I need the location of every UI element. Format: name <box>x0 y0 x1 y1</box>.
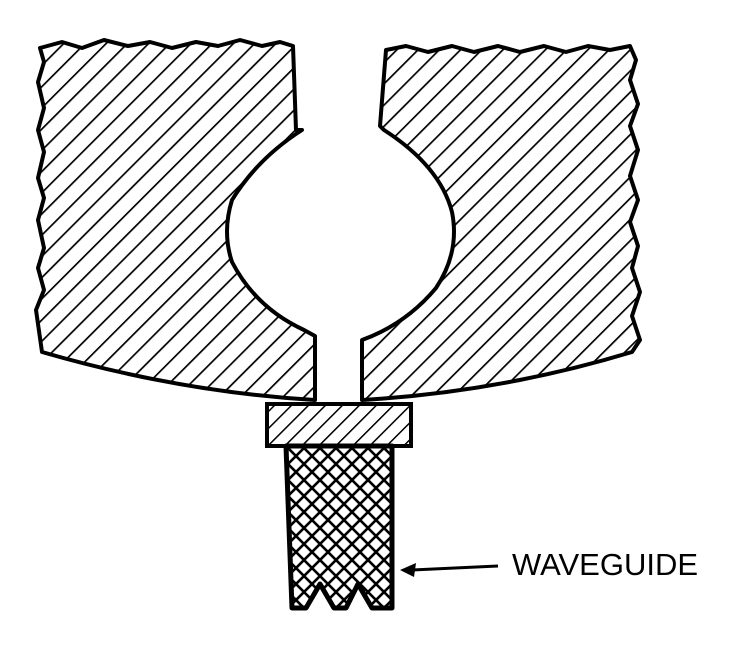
waveguide-label: WAVEGUIDE <box>512 547 698 582</box>
waveguide-callout-arrow <box>400 563 499 577</box>
waveguide-section <box>283 443 395 611</box>
left-body-section <box>34 38 317 402</box>
right-body-section <box>360 44 642 402</box>
transition-block <box>265 402 413 448</box>
